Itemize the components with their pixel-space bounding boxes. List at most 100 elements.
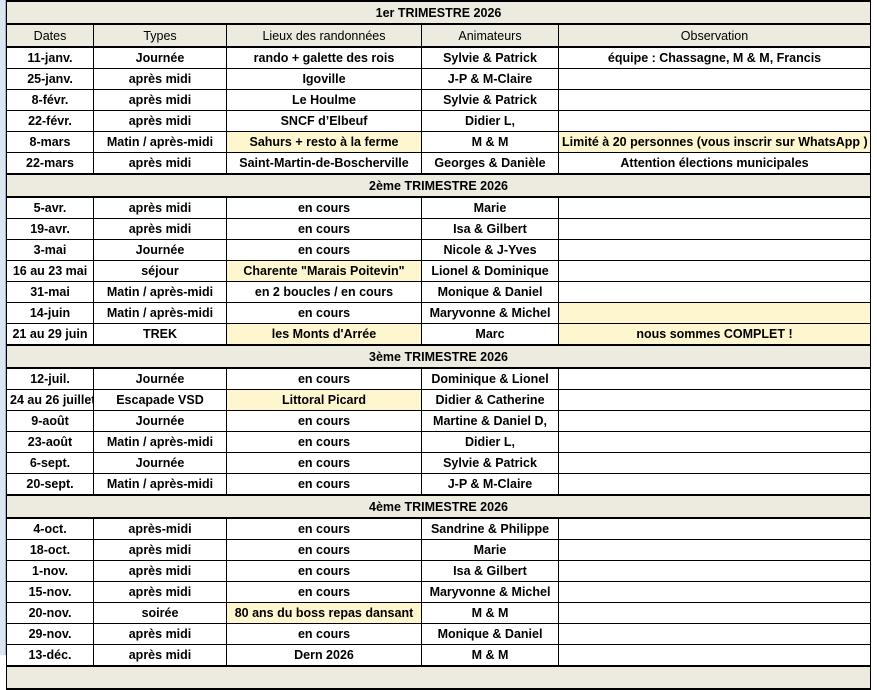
- table-row[interactable]: 8-févr. après midi Le Houlme Sylvie & Pa…: [6, 89, 872, 111]
- cell-animateur[interactable]: Marie: [421, 196, 559, 219]
- cell-type[interactable]: après midi: [93, 110, 227, 132]
- cell-type[interactable]: soirée: [93, 602, 227, 624]
- cell-date[interactable]: 21 au 29 juin: [6, 323, 94, 346]
- cell-type[interactable]: après midi: [93, 152, 227, 175]
- cell-lieu[interactable]: en cours: [226, 452, 422, 474]
- table-row[interactable]: 8-mars Matin / après-midi Sahurs + resto…: [6, 131, 872, 153]
- cell-type[interactable]: Matin / après-midi: [93, 131, 227, 153]
- cell-animateur[interactable]: Sylvie & Patrick: [421, 89, 559, 111]
- cell-animateur[interactable]: Martine & Daniel D,: [421, 410, 559, 432]
- cell-animateur[interactable]: Lionel & Dominique: [421, 260, 559, 282]
- cell-type[interactable]: Journée: [93, 410, 227, 432]
- cell-observation[interactable]: [557, 410, 872, 432]
- cell-date[interactable]: 8-févr.: [6, 89, 94, 111]
- cell-date[interactable]: 18-oct.: [6, 539, 94, 561]
- cell-lieu[interactable]: en cours: [226, 539, 422, 561]
- table-row[interactable]: 16 au 23 mai séjour Charente "Marais Poi…: [6, 260, 872, 282]
- cell-type[interactable]: Journée: [93, 239, 227, 261]
- cell-lieu[interactable]: Littoral Picard: [226, 389, 422, 411]
- cell-observation[interactable]: Attention élections municipales: [557, 152, 872, 175]
- cell-animateur[interactable]: Georges & Danièle: [421, 152, 559, 175]
- table-row[interactable]: 6-sept. Journée en cours Sylvie & Patric…: [6, 452, 872, 474]
- cell-observation[interactable]: [557, 623, 872, 645]
- cell-observation[interactable]: [557, 560, 872, 582]
- cell-type[interactable]: après midi: [93, 644, 227, 667]
- cell-animateur[interactable]: Marie: [421, 539, 559, 561]
- cell-type[interactable]: Escapade VSD: [93, 389, 227, 411]
- table-row[interactable]: 22-mars après midi Saint-Martin-de-Bosch…: [6, 152, 872, 175]
- cell-observation[interactable]: [557, 281, 872, 303]
- table-row[interactable]: 11-janv. Journée rando + galette des roi…: [6, 46, 872, 69]
- cell-animateur[interactable]: Sylvie & Patrick: [421, 452, 559, 474]
- table-row[interactable]: 22-févr. après midi SNCF d’Elbeuf Didier…: [6, 110, 872, 132]
- table-row[interactable]: 23-août Matin / après-midi en cours Didi…: [6, 431, 872, 453]
- cell-date[interactable]: 29-nov.: [6, 623, 94, 645]
- table-row[interactable]: 19-avr. après midi en cours Isa & Gilber…: [6, 218, 872, 240]
- table-row[interactable]: 14-juin Matin / après-midi en cours Mary…: [6, 302, 872, 324]
- cell-observation[interactable]: [557, 473, 872, 496]
- cell-observation[interactable]: [557, 260, 872, 282]
- cell-type[interactable]: après midi: [93, 196, 227, 219]
- cell-animateur[interactable]: Isa & Gilbert: [421, 218, 559, 240]
- cell-type[interactable]: après-midi: [93, 517, 227, 540]
- cell-observation[interactable]: [557, 68, 872, 90]
- cell-date[interactable]: 1-nov.: [6, 560, 94, 582]
- cell-animateur[interactable]: J-P & M-Claire: [421, 68, 559, 90]
- cell-lieu[interactable]: en cours: [226, 473, 422, 496]
- cell-date[interactable]: 3-mai: [6, 239, 94, 261]
- cell-date[interactable]: 22-mars: [6, 152, 94, 175]
- cell-lieu[interactable]: en cours: [226, 410, 422, 432]
- cell-date[interactable]: 6-sept.: [6, 452, 94, 474]
- cell-animateur[interactable]: Maryvonne & Michel: [421, 302, 559, 324]
- cell-type[interactable]: après midi: [93, 581, 227, 603]
- cell-type[interactable]: Matin / après-midi: [93, 302, 227, 324]
- cell-animateur[interactable]: Didier L,: [421, 110, 559, 132]
- cell-type[interactable]: après midi: [93, 539, 227, 561]
- cell-observation[interactable]: [557, 367, 872, 390]
- cell-date[interactable]: 20-nov.: [6, 602, 94, 624]
- cell-observation[interactable]: [557, 539, 872, 561]
- cell-observation[interactable]: [557, 431, 872, 453]
- cell-animateur[interactable]: Dominique & Lionel: [421, 367, 559, 390]
- cell-date[interactable]: 12-juil.: [6, 367, 94, 390]
- cell-animateur[interactable]: Sylvie & Patrick: [421, 46, 559, 69]
- cell-lieu[interactable]: Dern 2026: [226, 644, 422, 667]
- table-row[interactable]: 5-avr. après midi en cours Marie: [6, 196, 872, 219]
- cell-date[interactable]: 20-sept.: [6, 473, 94, 496]
- cell-lieu[interactable]: en cours: [226, 239, 422, 261]
- cell-date[interactable]: 23-août: [6, 431, 94, 453]
- cell-animateur[interactable]: M & M: [421, 602, 559, 624]
- cell-observation[interactable]: [557, 517, 872, 540]
- cell-lieu[interactable]: en cours: [226, 431, 422, 453]
- cell-animateur[interactable]: J-P & M-Claire: [421, 473, 559, 496]
- cell-lieu[interactable]: les Monts d'Arrée: [226, 323, 422, 346]
- table-row[interactable]: 12-juil. Journée en cours Dominique & Li…: [6, 367, 872, 390]
- cell-lieu[interactable]: en cours: [226, 581, 422, 603]
- table-row[interactable]: 9-août Journée en cours Martine & Daniel…: [6, 410, 872, 432]
- table-row[interactable]: 3-mai Journée en cours Nicole & J-Yves: [6, 239, 872, 261]
- cell-lieu[interactable]: en cours: [226, 560, 422, 582]
- cell-date[interactable]: 14-juin: [6, 302, 94, 324]
- cell-animateur[interactable]: Sandrine & Philippe: [421, 517, 559, 540]
- cell-animateur[interactable]: Didier L,: [421, 431, 559, 453]
- cell-observation[interactable]: nous sommes COMPLET !: [557, 323, 872, 346]
- cell-type[interactable]: Journée: [93, 46, 227, 69]
- cell-animateur[interactable]: Monique & Daniel: [421, 281, 559, 303]
- cell-lieu[interactable]: Charente "Marais Poitevin": [226, 260, 422, 282]
- cell-type[interactable]: après midi: [93, 89, 227, 111]
- cell-date[interactable]: 9-août: [6, 410, 94, 432]
- table-row[interactable]: 24 au 26 juillet Escapade VSD Littoral P…: [6, 389, 872, 411]
- table-row[interactable]: 21 au 29 juin TREK les Monts d'Arrée Mar…: [6, 323, 872, 346]
- cell-date[interactable]: 8-mars: [6, 131, 94, 153]
- table-row[interactable]: 25-janv. après midi Igoville J-P & M-Cla…: [6, 68, 872, 90]
- cell-lieu[interactable]: en cours: [226, 196, 422, 219]
- cell-lieu[interactable]: en cours: [226, 302, 422, 324]
- cell-lieu[interactable]: 80 ans du boss repas dansant: [226, 602, 422, 624]
- cell-observation[interactable]: [557, 239, 872, 261]
- cell-type[interactable]: après midi: [93, 68, 227, 90]
- cell-type[interactable]: Journée: [93, 367, 227, 390]
- cell-date[interactable]: 19-avr.: [6, 218, 94, 240]
- cell-animateur[interactable]: M & M: [421, 131, 559, 153]
- cell-date[interactable]: 24 au 26 juillet: [6, 389, 94, 411]
- cell-date[interactable]: 31-mai: [6, 281, 94, 303]
